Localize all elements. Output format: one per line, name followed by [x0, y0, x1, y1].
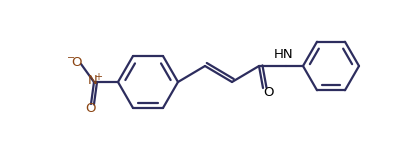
Text: +: +: [94, 72, 102, 82]
Text: O: O: [263, 85, 273, 98]
Text: O: O: [86, 101, 96, 114]
Text: N: N: [88, 74, 98, 87]
Text: −: −: [67, 53, 75, 63]
Text: O: O: [71, 56, 81, 69]
Text: HN: HN: [274, 48, 294, 61]
